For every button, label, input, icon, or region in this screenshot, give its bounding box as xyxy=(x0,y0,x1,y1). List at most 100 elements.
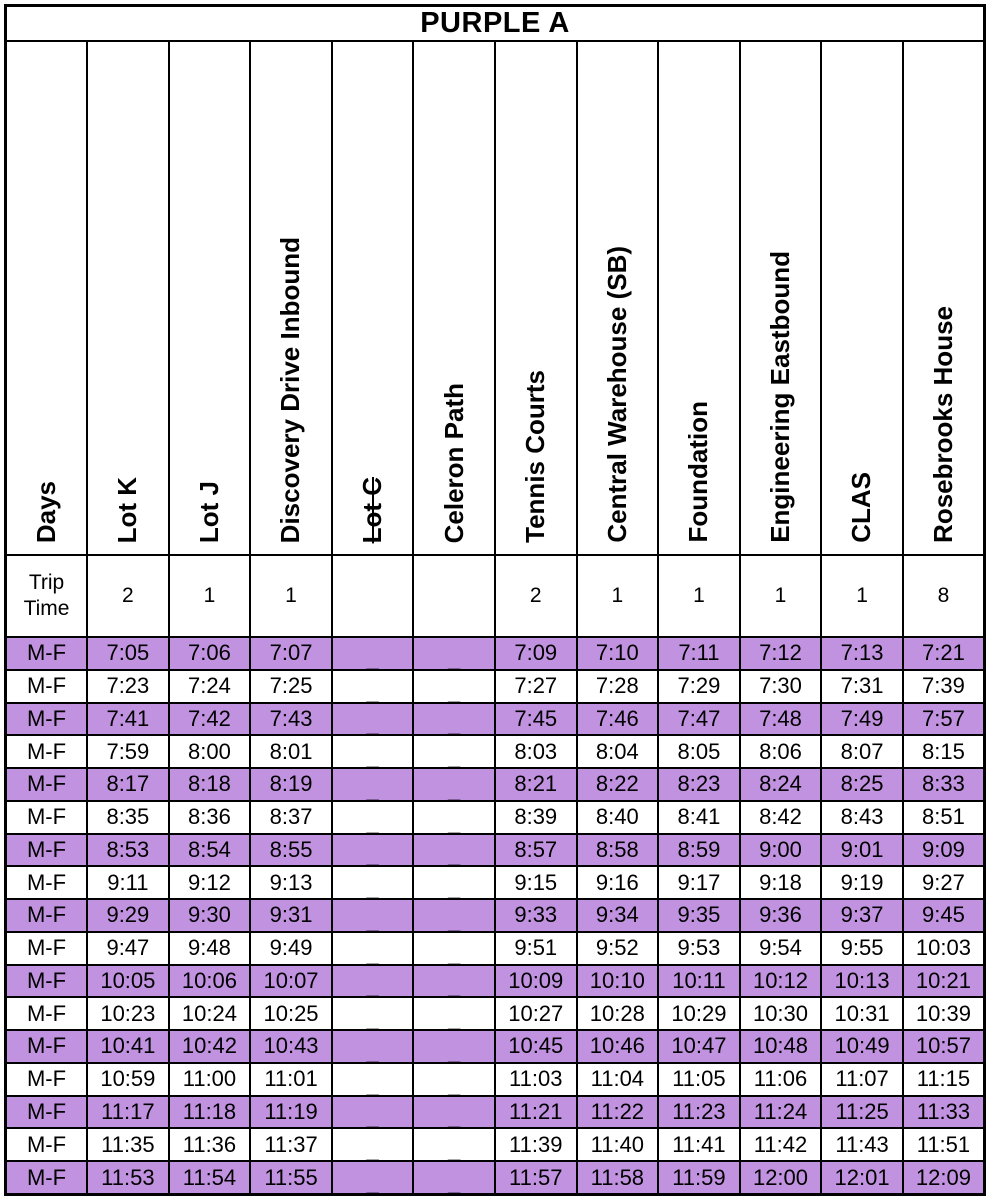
schedule-row: M-F 9:11 9:12 9:13 _ _ 9:15 9:16 9:17 9:18 9:19 9:2… xyxy=(4,865,986,900)
no-stop-cell: _ xyxy=(412,898,496,933)
days-cell: M-F xyxy=(4,1061,89,1097)
time-cell: 12:09 xyxy=(901,1160,986,1196)
no-stop-dash: _ xyxy=(366,1007,379,1030)
time-cell: 7:29 xyxy=(657,668,741,704)
no-stop-cell: _ xyxy=(330,930,415,966)
time-cell: 11:04 xyxy=(575,1061,660,1097)
no-stop-cell: _ xyxy=(330,1160,415,1196)
time-cell: 9:52 xyxy=(575,930,660,966)
column-header-engineering-eastbound: Engineering Eastbound xyxy=(738,40,823,556)
column-header-foundation: Foundation xyxy=(657,40,741,556)
time-cell: 10:24 xyxy=(167,996,252,1031)
schedule-row: M-F 11:35 11:36 11:37 _ _ 11:39 11:40 11:41 11:42… xyxy=(4,1127,986,1162)
time-cell: 8:15 xyxy=(901,734,986,769)
time-cell: 11:39 xyxy=(493,1127,578,1162)
no-stop-dash: _ xyxy=(448,1171,461,1195)
no-stop-cell: _ xyxy=(330,832,415,868)
no-stop-dash: _ xyxy=(366,712,379,736)
no-stop-dash: _ xyxy=(366,679,379,703)
time-cell: 8:01 xyxy=(249,734,333,769)
time-cell: 9:35 xyxy=(657,898,741,933)
no-stop-cell: _ xyxy=(330,898,415,933)
time-cell: 9:51 xyxy=(493,930,578,966)
time-cell: 11:59 xyxy=(657,1160,741,1196)
no-stop-dash: _ xyxy=(366,1138,379,1161)
column-header-lot-c: Lot C xyxy=(330,40,415,556)
time-cell: 8:42 xyxy=(738,799,823,835)
time-cell: 7:39 xyxy=(901,668,986,704)
time-cell: 10:27 xyxy=(493,996,578,1031)
days-cell: M-F xyxy=(4,636,89,671)
no-stop-dash: _ xyxy=(448,810,461,834)
time-cell: 11:22 xyxy=(575,1094,660,1130)
time-cell: 11:23 xyxy=(657,1094,741,1130)
time-cell: 10:47 xyxy=(657,1029,741,1064)
time-cell: 8:36 xyxy=(167,799,252,835)
no-stop-dash: _ xyxy=(448,908,461,932)
time-cell: 8:53 xyxy=(86,832,170,868)
no-stop-dash: _ xyxy=(448,646,461,670)
time-cell: 12:00 xyxy=(738,1160,823,1196)
time-cell: 9:49 xyxy=(249,930,333,966)
trip-time-value: 2 xyxy=(493,554,578,638)
time-cell: 7:49 xyxy=(820,701,904,737)
time-cell: 7:10 xyxy=(575,636,660,671)
time-cell: 9:16 xyxy=(575,865,660,900)
time-cell: 7:45 xyxy=(493,701,578,737)
days-cell: M-F xyxy=(4,865,89,900)
time-cell: 9:15 xyxy=(493,865,578,900)
time-cell: 8:17 xyxy=(86,767,170,802)
column-header-clas: CLAS xyxy=(820,40,904,556)
time-cell: 11:41 xyxy=(657,1127,741,1162)
time-cell: 10:11 xyxy=(657,963,741,999)
time-cell: 10:25 xyxy=(249,996,333,1031)
no-stop-cell: _ xyxy=(412,1061,496,1097)
time-cell: 8:21 xyxy=(493,767,578,802)
time-cell: 8:51 xyxy=(901,799,986,835)
time-cell: 7:05 xyxy=(86,636,170,671)
time-cell: 9:19 xyxy=(820,865,904,900)
time-cell: 8:07 xyxy=(820,734,904,769)
days-cell: M-F xyxy=(4,799,89,835)
time-cell: 11:17 xyxy=(86,1094,170,1130)
time-cell: 7:07 xyxy=(249,636,333,671)
time-cell: 11:33 xyxy=(901,1094,986,1130)
no-stop-cell: _ xyxy=(330,1094,415,1130)
time-cell: 9:47 xyxy=(86,930,170,966)
no-stop-dash: _ xyxy=(448,843,461,867)
time-cell: 10:42 xyxy=(167,1029,252,1064)
time-cell: 9:09 xyxy=(901,832,986,868)
time-cell: 11:07 xyxy=(820,1061,904,1097)
no-stop-cell: _ xyxy=(412,767,496,802)
time-cell: 10:39 xyxy=(901,996,986,1031)
no-stop-cell: _ xyxy=(412,701,496,737)
time-cell: 7:48 xyxy=(738,701,823,737)
time-cell: 8:03 xyxy=(493,734,578,769)
schedule-row: M-F 8:35 8:36 8:37 _ _ 8:39 8:40 8:41 8:42 8:43 8:5… xyxy=(4,799,986,835)
schedule-row: M-F 8:17 8:18 8:19 _ _ 8:21 8:22 8:23 8:24 8:25 8:3… xyxy=(4,767,986,802)
time-cell: 8:41 xyxy=(657,799,741,835)
column-header-label: Lot J xyxy=(193,480,224,543)
no-stop-dash: _ xyxy=(366,1039,379,1063)
time-cell: 8:39 xyxy=(493,799,578,835)
column-header-label: Central Warehouse (SB) xyxy=(601,246,632,543)
time-cell: 7:24 xyxy=(167,668,252,704)
no-stop-cell: _ xyxy=(412,1029,496,1064)
no-stop-dash: _ xyxy=(366,777,379,801)
no-stop-dash: _ xyxy=(448,679,461,703)
time-cell: 8:43 xyxy=(820,799,904,835)
time-cell: 9:27 xyxy=(901,865,986,900)
no-stop-dash: _ xyxy=(448,777,461,801)
no-stop-cell: _ xyxy=(412,832,496,868)
time-cell: 7:57 xyxy=(901,701,986,737)
trip-time-value: 1 xyxy=(167,554,252,638)
time-cell: 8:25 xyxy=(820,767,904,802)
time-cell: 9:11 xyxy=(86,865,170,900)
no-stop-cell: _ xyxy=(330,1061,415,1097)
trip-time-value: 1 xyxy=(575,554,660,638)
time-cell: 10:31 xyxy=(820,996,904,1031)
column-header-label: Lot C xyxy=(356,476,387,543)
time-cell: 9:18 xyxy=(738,865,823,900)
no-stop-dash: _ xyxy=(366,1072,379,1096)
no-stop-cell: _ xyxy=(330,767,415,802)
